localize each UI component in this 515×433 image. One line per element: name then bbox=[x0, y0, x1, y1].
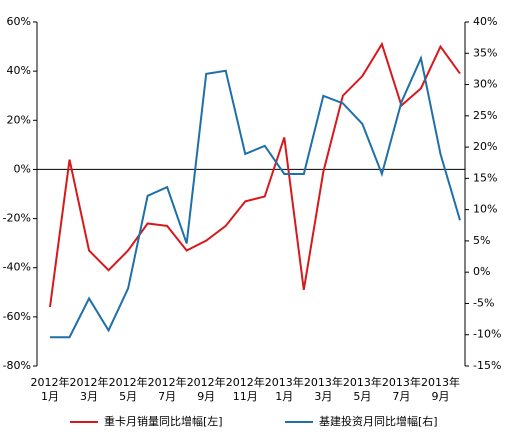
y2-tick-label: -5% bbox=[473, 296, 494, 309]
x-tick-label: 2012年 5月 bbox=[108, 376, 148, 403]
x-tick-label: 2012年 7月 bbox=[147, 376, 187, 403]
series-line bbox=[49, 41, 461, 308]
x-tick-label: 2013年 5月 bbox=[342, 376, 382, 403]
y2-tick-label: -15% bbox=[473, 359, 501, 372]
x-tick-label: 2012年 9月 bbox=[186, 376, 226, 403]
y2-tick-label: 20% bbox=[473, 140, 497, 153]
x-tick-label: 2013年 9月 bbox=[420, 376, 460, 403]
y2-tick-label: 30% bbox=[473, 78, 497, 91]
x-tick-label: 2012年 1月 bbox=[30, 376, 70, 403]
y2-tick-label: 25% bbox=[473, 109, 497, 122]
y2-tick-label: 15% bbox=[473, 171, 497, 184]
y2-tick-label: 35% bbox=[473, 46, 497, 59]
x-tick-label: 2013年 1月 bbox=[264, 376, 304, 403]
series-line bbox=[50, 55, 461, 339]
y-tick-label: -60% bbox=[3, 310, 31, 323]
y2-tick-label: 40% bbox=[473, 15, 497, 28]
y2-tick-label: 5% bbox=[473, 234, 490, 247]
legend-label: 基建投资月同比增幅[右] bbox=[319, 414, 438, 428]
y-tick-label: 40% bbox=[7, 64, 31, 77]
x-tick-label: 2013年 7月 bbox=[381, 376, 421, 403]
x-tick-label: 2012年 11月 bbox=[225, 376, 265, 403]
y2-tick-label: 0% bbox=[473, 265, 490, 278]
y-tick-label: -80% bbox=[3, 359, 31, 372]
y-tick-label: -40% bbox=[3, 261, 31, 274]
legend-label: 重卡月销量同比增幅[左] bbox=[104, 414, 223, 428]
y-tick-label: -20% bbox=[3, 212, 31, 225]
y2-tick-label: -10% bbox=[473, 328, 501, 341]
x-tick-label: 2013年 3月 bbox=[303, 376, 343, 403]
y2-tick-label: 10% bbox=[473, 203, 497, 216]
x-tick-label: 2012年 3月 bbox=[69, 376, 109, 403]
y-tick-label: 20% bbox=[7, 113, 31, 126]
y-tick-label: 0% bbox=[14, 162, 31, 175]
y-tick-label: 60% bbox=[7, 15, 31, 28]
